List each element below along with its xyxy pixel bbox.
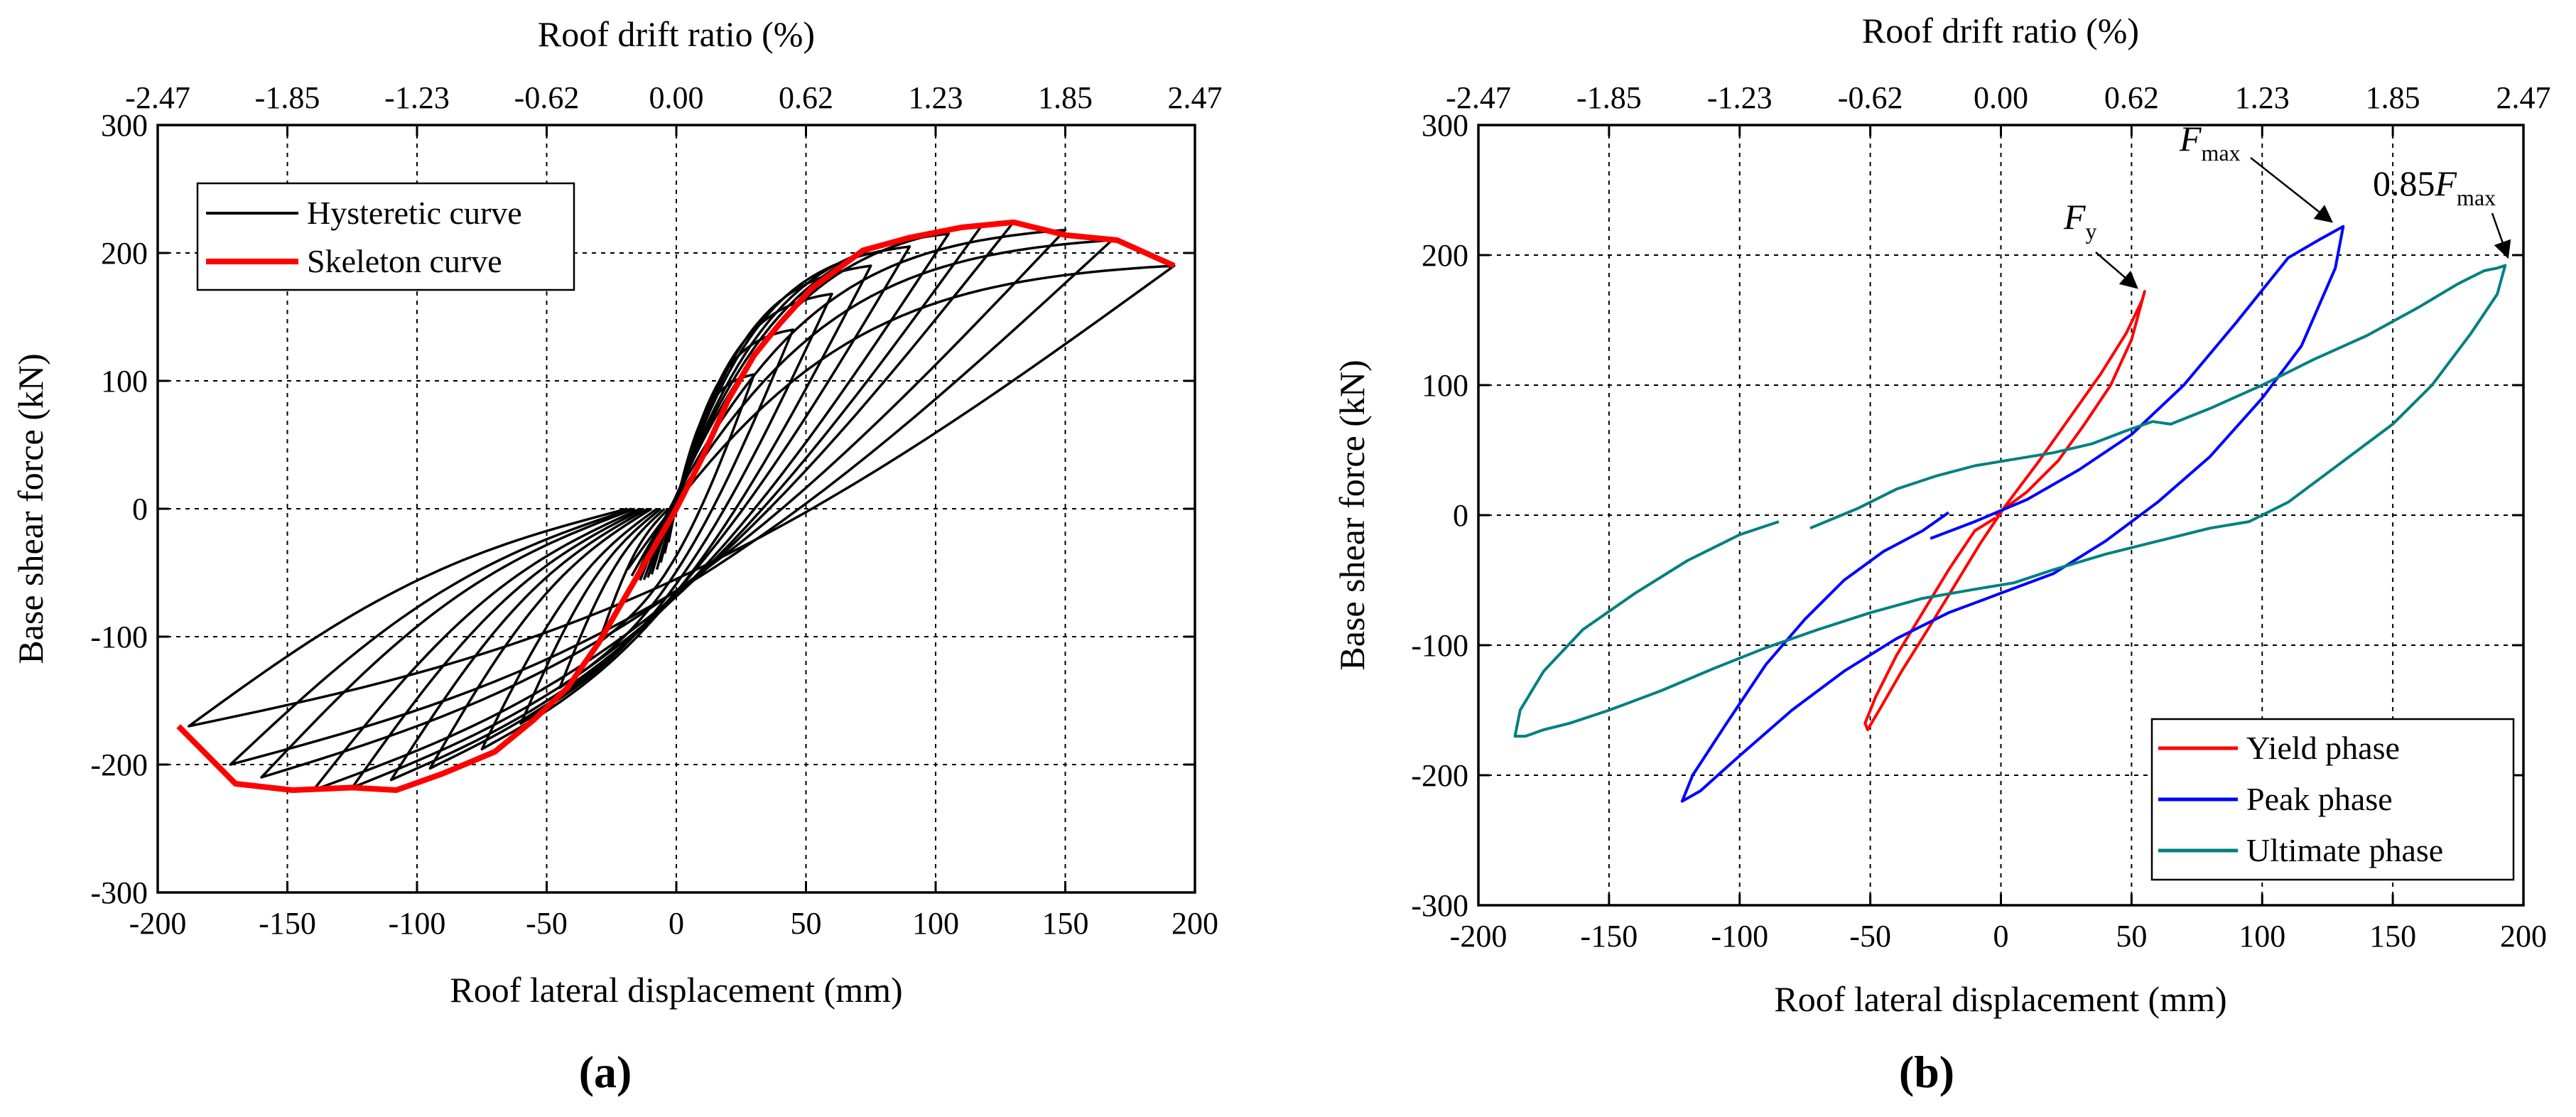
y-tick-label: 300 bbox=[1422, 108, 1468, 143]
legend-label-ultimate: Ultimate phase bbox=[2246, 832, 2443, 868]
legend-label-hysteretic: Hysteretic curve bbox=[307, 195, 522, 231]
panel-a-ylabel: Base shear force (kN) bbox=[11, 353, 50, 664]
x2-tick-label: 2.47 bbox=[1168, 80, 1223, 115]
panel-b-label: (b) bbox=[1899, 1047, 1954, 1097]
x-tick-label: 100 bbox=[912, 906, 959, 941]
x2-tick-label: -1.23 bbox=[384, 80, 450, 115]
x2-tick-label: 2.47 bbox=[2496, 80, 2551, 115]
x2-tick-label: 0.00 bbox=[649, 80, 704, 115]
series-a-hysteretic-loop-9 bbox=[229, 239, 1113, 766]
series-a-skeleton-curve bbox=[176, 219, 1176, 793]
y-tick-label: -200 bbox=[90, 748, 148, 782]
series-b-peak-phase bbox=[1680, 225, 2345, 803]
y-tick-label: 300 bbox=[101, 108, 148, 143]
x-tick-label: -150 bbox=[1581, 919, 1638, 954]
y-tick-label: -100 bbox=[90, 620, 148, 654]
annotation-fmax-sub: max bbox=[2202, 140, 2241, 166]
annotation-085fmax-prefix: 0.85 bbox=[2373, 163, 2435, 203]
annotation-085fmax-main: F bbox=[2435, 163, 2457, 203]
annotation-085fmax-sub: max bbox=[2457, 185, 2496, 210]
y-tick-label: 200 bbox=[1422, 238, 1468, 273]
x-tick-label: -100 bbox=[1711, 919, 1768, 954]
y-tick-label: 100 bbox=[1422, 368, 1468, 403]
series-a-hysteretic-loop-7 bbox=[312, 221, 1015, 792]
x-tick-label: 50 bbox=[791, 906, 822, 941]
x2-tick-label: 1.23 bbox=[909, 80, 963, 115]
x-tick-label: 150 bbox=[1042, 906, 1089, 941]
series-a-hysteretic-loop-8 bbox=[260, 228, 1067, 779]
panel-a-legend: Hysteretic curve Skeleton curve bbox=[196, 182, 575, 291]
x2-tick-label: 1.85 bbox=[2366, 80, 2420, 115]
annotation-fy: Fy bbox=[2063, 197, 2097, 244]
annotation-fy-sub: y bbox=[2086, 218, 2097, 244]
series-b-ultimate-phase bbox=[1513, 264, 2507, 738]
y-tick-label: -200 bbox=[1411, 758, 1468, 793]
annotation-fmax-main: F bbox=[2179, 119, 2202, 158]
panel-a-label: (a) bbox=[579, 1047, 632, 1097]
x-tick-label: 200 bbox=[1171, 906, 1218, 941]
annotation-fy-pointer bbox=[2095, 252, 2138, 289]
panel-a-curves bbox=[176, 219, 1176, 793]
x2-tick-label: -1.85 bbox=[255, 80, 320, 115]
x-tick-label: -150 bbox=[259, 906, 316, 941]
x-tick-label: -50 bbox=[526, 906, 568, 941]
y-tick-label: -100 bbox=[1411, 628, 1468, 663]
panel-a-x2label: Roof drift ratio (%) bbox=[538, 14, 815, 54]
y-tick-label: 0 bbox=[132, 492, 148, 527]
panel-b-legend: Yield phase Peak phase Ultimate phase bbox=[2150, 718, 2515, 881]
y-tick-label: 100 bbox=[101, 364, 148, 399]
x-tick-label: -200 bbox=[129, 906, 187, 941]
panel-b-ylabel: Base shear force (kN) bbox=[1332, 360, 1372, 670]
annotation-fy-main: F bbox=[2063, 197, 2086, 237]
panel-a-ticks: -200 -150 -100 -50 0 50 100 150 200 -2.47 -1.85 -1.… bbox=[90, 80, 1222, 941]
x2-tick-label: -2.47 bbox=[125, 80, 190, 115]
x-tick-label: 0 bbox=[669, 906, 684, 941]
x-tick-label: 50 bbox=[2116, 919, 2147, 954]
legend-label-skeleton: Skeleton curve bbox=[307, 243, 502, 279]
x-tick-label: 100 bbox=[2239, 919, 2285, 954]
panel-a-xlabel: Roof lateral displacement (mm) bbox=[450, 970, 902, 1010]
panel-a-legend-box bbox=[196, 182, 575, 291]
panel-a: -200 -150 -100 -50 0 50 100 150 200 -2.47 -1.85 -1.… bbox=[11, 14, 1223, 1097]
x2-tick-label: -0.62 bbox=[514, 80, 580, 115]
legend-label-yield: Yield phase bbox=[2246, 730, 2400, 766]
panel-b-ticks: -200 -150 -100 -50 0 50 100 150 200 -2.47 -1.85 -1.… bbox=[1411, 80, 2550, 954]
series-b-yield-phase bbox=[1863, 290, 2146, 731]
panel-b: -200 -150 -100 -50 0 50 100 150 200 -2.47 -1.85 -1.… bbox=[1332, 11, 2551, 1097]
panel-b-curves bbox=[1513, 225, 2507, 803]
annotation-fmax: Fmax bbox=[2179, 119, 2241, 166]
x2-tick-label: 0.00 bbox=[1974, 80, 2028, 115]
y-tick-label: -300 bbox=[90, 875, 148, 910]
x2-tick-label: -0.62 bbox=[1838, 80, 1903, 115]
series-a-hysteretic-loop-6 bbox=[351, 223, 984, 789]
x-tick-label: 0 bbox=[1993, 919, 2009, 954]
annotation-fmax-pointer bbox=[2250, 157, 2333, 223]
x2-tick-label: 1.23 bbox=[2235, 80, 2290, 115]
y-tick-label: 200 bbox=[101, 236, 148, 271]
legend-label-peak: Peak phase bbox=[2246, 781, 2393, 817]
y-tick-label: -300 bbox=[1411, 888, 1468, 923]
x-tick-label: -200 bbox=[1450, 919, 1508, 954]
x-tick-label: -100 bbox=[389, 906, 446, 941]
panel-b-xlabel: Roof lateral displacement (mm) bbox=[1774, 979, 2226, 1019]
series-a-hysteretic-loop-10 bbox=[188, 264, 1176, 728]
x2-tick-label: 1.85 bbox=[1038, 80, 1093, 115]
x2-tick-label: 0.62 bbox=[779, 80, 833, 115]
panel-b-x2label: Roof drift ratio (%) bbox=[1862, 11, 2139, 50]
annotation-085fmax: 0.85Fmax bbox=[2373, 163, 2496, 210]
annotation-085fmax-pointer bbox=[2491, 212, 2511, 259]
panel-b-annotations: Fy Fmax 0.85Fmax bbox=[2063, 119, 2511, 289]
y-tick-label: 0 bbox=[1453, 498, 1468, 533]
x2-tick-label: -2.47 bbox=[1446, 80, 1511, 115]
x-tick-label: 200 bbox=[2500, 919, 2547, 954]
x2-tick-label: 0.62 bbox=[2104, 80, 2159, 115]
x-tick-label: -50 bbox=[1849, 919, 1891, 954]
x2-tick-label: -1.85 bbox=[1576, 80, 1642, 115]
x2-tick-label: -1.23 bbox=[1707, 80, 1773, 115]
x-tick-label: 150 bbox=[2369, 919, 2416, 954]
